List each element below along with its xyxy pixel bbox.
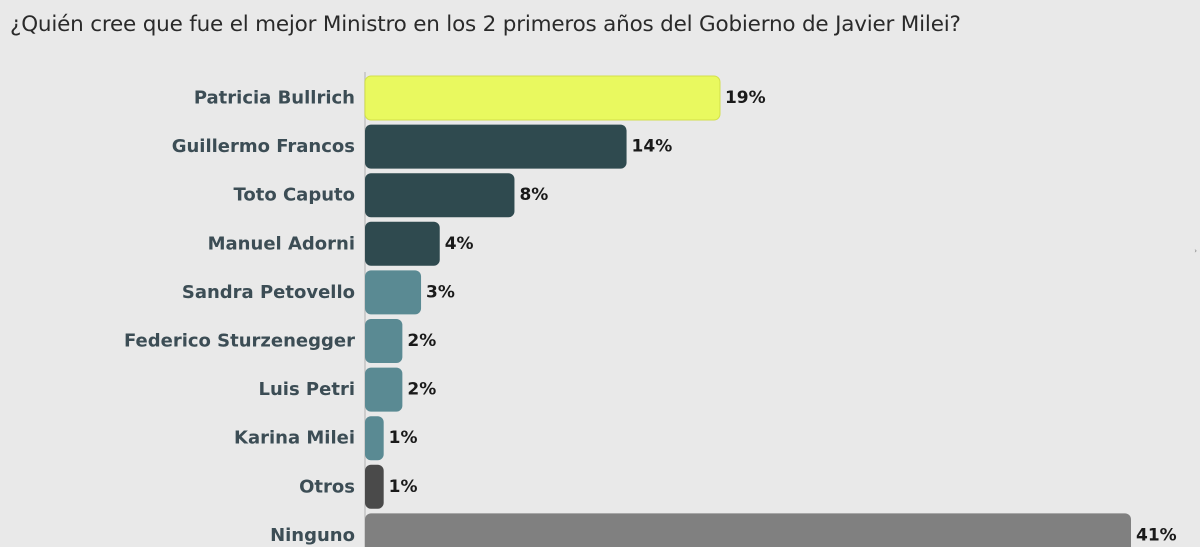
value-label-luis-petri: 2%: [407, 380, 436, 400]
category-label-sandra-petovello: Sandra Petovello: [182, 282, 355, 303]
value-label-manuel-adorni: 4%: [445, 234, 474, 254]
bar-guillermo-francos: [365, 124, 627, 169]
value-label-federico-sturzenegger: 2%: [407, 331, 436, 351]
bar-toto-caputo: [365, 173, 515, 218]
bar-federico-sturzenegger: [365, 319, 403, 363]
value-label-patricia-bullrich: 19%: [725, 88, 766, 108]
chart-title: ¿Quién cree que fue el mejor Ministro en…: [10, 12, 961, 37]
bar-manuel-adorni: [365, 221, 440, 266]
bar-karina-milei: [365, 416, 384, 461]
category-label-ninguno: Ninguno: [270, 525, 355, 546]
category-label-patricia-bullrich: Patricia Bullrich: [194, 88, 355, 109]
bars-layer: Patricia Bullrich 19% Guillermo Francos 14%…: [124, 75, 1177, 547]
bar-patricia-bullrich: [364, 75, 721, 121]
value-label-guillermo-francos: 14%: [632, 137, 673, 157]
bar-sandra-petovello: [365, 270, 422, 315]
value-label-karina-milei: 1%: [389, 428, 418, 448]
value-label-sandra-petovello: 3%: [426, 282, 455, 302]
value-label-toto-caputo: 8%: [519, 185, 548, 205]
value-label-ninguno: 41%: [1136, 525, 1177, 545]
category-label-karina-milei: Karina Milei: [234, 428, 355, 449]
category-label-toto-caputo: Toto Caputo: [233, 185, 355, 206]
bar-luis-petri: [365, 367, 403, 412]
category-label-guillermo-francos: Guillermo Francos: [172, 136, 355, 157]
bar-otros: [365, 464, 384, 509]
category-label-manuel-adorni: Manuel Adorni: [208, 233, 355, 254]
category-label-otros: Otros: [299, 476, 355, 497]
value-label-otros: 1%: [389, 477, 418, 497]
category-label-luis-petri: Luis Petri: [259, 379, 356, 400]
scroll-arrow-icon: ›: [1194, 247, 1197, 255]
bar-ninguno: [365, 513, 1131, 547]
category-label-federico-sturzenegger: Federico Sturzenegger: [124, 331, 355, 352]
